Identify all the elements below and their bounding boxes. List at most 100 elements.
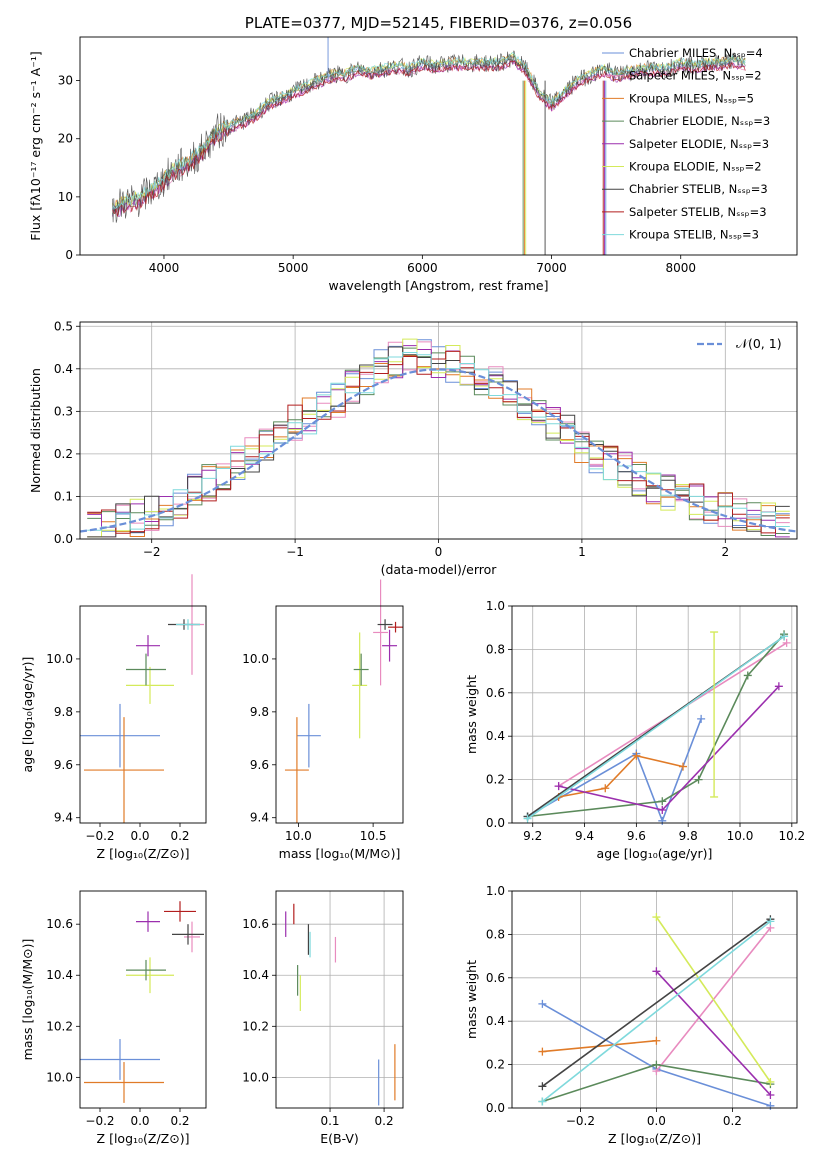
mass_vs_EBV-xlabel: E(B-V) xyxy=(320,1131,359,1146)
massweight_vs_Z-marker-0-2 xyxy=(766,1101,775,1110)
mass_vs_EBV-frame xyxy=(275,890,404,1109)
massweight_vs_age-marker-6-0 xyxy=(523,814,532,823)
residuals-ytick-label: 0.0 xyxy=(54,532,73,546)
massweight_vs_age-marker-2-1 xyxy=(782,638,791,647)
massweight_vs_age-marker-0-2 xyxy=(658,816,667,825)
massweight_vs_age-ytick-label: 0.0 xyxy=(486,816,505,830)
residuals-frame xyxy=(79,321,798,540)
massweight_vs_age-ytick-label: 0.6 xyxy=(486,686,505,700)
massweight_vs_Z-ytick-label: 0.0 xyxy=(486,1101,505,1115)
spectrum-frame xyxy=(79,36,798,256)
massweight_vs_Z-series-line-4 xyxy=(655,970,771,1096)
residuals-xtick-label: −1 xyxy=(286,545,304,559)
spectrum-ylabel: Flux [fλ10⁻¹⁷ erg cm⁻² s⁻¹ A⁻¹] xyxy=(28,51,43,240)
age_vs_mass-xlabel: mass [log₁₀(M/M⊙)] xyxy=(279,846,401,861)
spectrum-xtick-label: 7000 xyxy=(536,261,567,275)
massweight_vs_age-ylabel: mass weight xyxy=(464,675,479,754)
age_vs_mass-frame xyxy=(275,605,404,824)
residuals-ytick-label: 0.4 xyxy=(54,362,73,376)
legend-entry: Salpeter MILES, Nₛₛₚ=2 xyxy=(629,69,762,83)
residual-histogram-2 xyxy=(87,355,790,537)
residuals-ytick-label: 0.5 xyxy=(54,319,73,333)
mass_vs_Z-xlabel: Z [log₁₀(Z/Z⊙)] xyxy=(97,1131,190,1146)
massweight_vs_age-series-line-1 xyxy=(558,754,684,798)
spectrum-series-line-8 xyxy=(111,52,746,211)
massweight_vs_age-xtick-label: 9.2 xyxy=(523,829,542,843)
massweight_vs_Z-marker-1-1 xyxy=(652,1036,661,1045)
massweight_vs_age-xtick-label: 9.4 xyxy=(575,829,594,843)
spectrum-series-line-6 xyxy=(112,50,746,223)
residuals-xtick-label: 1 xyxy=(578,545,586,559)
age_vs_Z-ytick-label: 10.0 xyxy=(46,652,73,666)
mass_vs_EBV-xtick-label: 0.2 xyxy=(375,1114,394,1128)
mass_vs_EBV-ytick-label: 10.6 xyxy=(242,917,269,931)
residual-histogram-3 xyxy=(87,347,790,536)
massweight_vs_Z-frame xyxy=(511,890,798,1109)
legend-entry: Chabrier MILES, Nₛₛₚ=4 xyxy=(629,46,763,60)
massweight_vs_age-marker-3-3 xyxy=(743,671,752,680)
mass_vs_Z-ytick-label: 10.4 xyxy=(46,968,73,982)
chart-title: PLATE=0377, MJD=52145, FIBERID=0376, z=0… xyxy=(245,14,632,32)
age_vs_mass-ytick-label: 9.6 xyxy=(250,758,269,772)
age_vs_Z-ytick-label: 9.6 xyxy=(54,758,73,772)
spectrum-xtick-label: 8000 xyxy=(665,261,696,275)
massweight_vs_age-marker-3-1 xyxy=(658,797,667,806)
age_vs_mass-xtick-label: 10.0 xyxy=(285,829,312,843)
age_vs_mass-ytick-label: 9.8 xyxy=(250,705,269,719)
massweight_vs_age-xtick-label: 9.6 xyxy=(627,829,646,843)
age_vs_Z-ytick-label: 9.4 xyxy=(54,811,73,825)
massweight_vs_age-ytick-label: 0.8 xyxy=(486,642,505,656)
age_vs_mass-ytick-label: 9.4 xyxy=(250,811,269,825)
massweight_vs_age-marker-4-2 xyxy=(774,682,783,691)
mass_vs_Z-xtick-label: 0.0 xyxy=(130,1114,149,1128)
legend-entry: Salpeter STELIB, Nₛₛₚ=3 xyxy=(629,205,767,219)
residual-histogram-8 xyxy=(87,352,790,531)
massweight_vs_Z-ylabel: mass weight xyxy=(464,960,479,1039)
massweight_vs_Z-ytick-label: 0.4 xyxy=(486,1014,505,1028)
age_vs_mass-ytick-label: 10.0 xyxy=(242,652,269,666)
residuals-ytick-label: 0.3 xyxy=(54,404,73,418)
massweight_vs_age-marker-0-3 xyxy=(697,714,706,723)
massweight_vs_age-series-line-0 xyxy=(527,718,702,824)
massweight_vs_age-marker-6-1 xyxy=(780,632,789,641)
massweight_vs_Z-xtick-label: −0.2 xyxy=(566,1114,595,1128)
age_vs_Z-xtick-label: −0.2 xyxy=(85,829,114,843)
massweight_vs_Z-marker-3-1 xyxy=(652,1060,661,1069)
massweight_vs_Z-marker-5-1 xyxy=(766,1077,775,1086)
legend-entry: Kroupa MILES, Nₛₛₚ=5 xyxy=(629,91,754,105)
mass_vs_Z-xtick-label: −0.2 xyxy=(85,1114,114,1128)
legend-entry: Chabrier ELODIE, Nₛₛₚ=3 xyxy=(629,114,770,128)
age_vs_Z-xtick-label: 0.2 xyxy=(170,829,189,843)
massweight_vs_age-ytick-label: 1.0 xyxy=(486,599,505,613)
legend-entry: Kroupa STELIB, Nₛₛₚ=3 xyxy=(629,228,759,242)
legend-entry: Chabrier STELIB, Nₛₛₚ=3 xyxy=(629,182,768,196)
spectrum-ytick-label: 20 xyxy=(58,132,73,146)
massweight_vs_age-marker-1-1 xyxy=(601,784,610,793)
massweight_vs_age-ytick-label: 0.2 xyxy=(486,773,505,787)
massweight_vs_Z-ytick-label: 1.0 xyxy=(486,884,505,898)
mass_vs_EBV-ytick-label: 10.4 xyxy=(242,968,269,982)
massweight_vs_Z-marker-7-1 xyxy=(766,917,775,926)
massweight_vs_Z-marker-5-0 xyxy=(652,913,661,922)
age_vs_Z-ylabel: age [log₁₀(age/yr)] xyxy=(20,657,35,773)
spectrum-ytick-label: 0 xyxy=(65,248,73,262)
massweight_vs_age-ytick-label: 0.4 xyxy=(486,729,505,743)
residuals-ytick-label: 0.2 xyxy=(54,447,73,461)
mass_vs_Z-ytick-label: 10.0 xyxy=(46,1070,73,1084)
spectrum-xlabel: wavelength [Angstrom, rest frame] xyxy=(328,278,548,293)
massweight_vs_age-marker-4-0 xyxy=(554,782,563,791)
massweight_vs_Z-ytick-label: 0.2 xyxy=(486,1058,505,1072)
massweight_vs_Z-series-line-6 xyxy=(541,918,771,1087)
mass_vs_EBV-ytick-label: 10.2 xyxy=(242,1019,269,1033)
normal-curve xyxy=(79,368,798,533)
massweight_vs_age-marker-1-3 xyxy=(679,762,687,771)
spectrum-xtick-label: 5000 xyxy=(278,261,309,275)
spectrum-xtick-label: 4000 xyxy=(149,261,180,275)
mass_vs_Z-ytick-label: 10.2 xyxy=(46,1019,73,1033)
massweight_vs_Z-series-line-5 xyxy=(655,916,772,1083)
residuals-ylabel: Normed distribution xyxy=(28,368,43,493)
massweight_vs_Z-xtick-label: 0.0 xyxy=(647,1114,666,1128)
massweight_vs_age-xtick-label: 9.8 xyxy=(679,829,698,843)
age_vs_Z-xtick-label: 0.0 xyxy=(130,829,149,843)
